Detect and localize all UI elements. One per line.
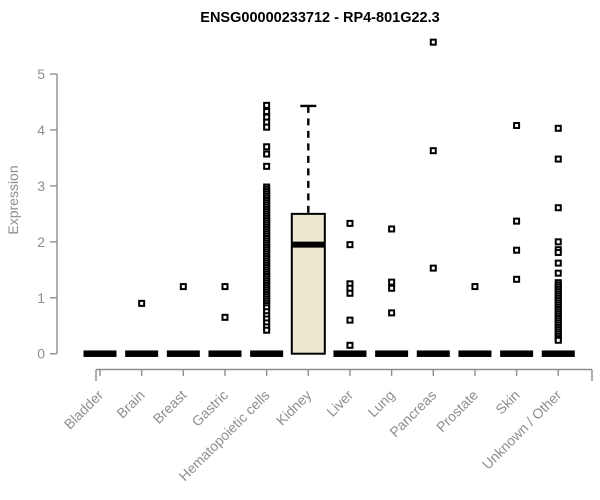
- median-line: [500, 350, 534, 357]
- x-category-label: Bladder: [61, 387, 107, 433]
- data-point: [263, 108, 271, 116]
- median-line: [83, 350, 117, 357]
- x-category-label: Breast: [150, 387, 190, 427]
- x-category-label: Kidney: [273, 387, 315, 429]
- data-point: [263, 150, 271, 158]
- data-point: [388, 278, 396, 286]
- median-line: [166, 350, 200, 357]
- x-category-label: Brain: [113, 387, 147, 421]
- data-point: [429, 264, 437, 272]
- median-line: [458, 350, 492, 357]
- boxplot-marks-group: [83, 38, 575, 357]
- data-point: [554, 204, 562, 212]
- data-point: [346, 341, 354, 349]
- y-tick-label: 1: [37, 290, 45, 306]
- data-point: [429, 38, 437, 46]
- median-line: [375, 350, 409, 357]
- data-point: [554, 269, 562, 277]
- y-tick-label: 5: [37, 66, 45, 82]
- data-point: [513, 122, 521, 130]
- data-point: [221, 313, 229, 321]
- data-point: [263, 143, 271, 151]
- data-point: [513, 217, 521, 225]
- data-point: [554, 238, 562, 246]
- x-category-label: Lung: [364, 387, 397, 420]
- data-point: [263, 162, 271, 170]
- data-point: [388, 284, 396, 292]
- data-point: [388, 225, 396, 233]
- y-axis-title: Expression: [5, 165, 21, 234]
- y-tick-label: 3: [37, 178, 45, 194]
- median-line: [333, 350, 367, 357]
- median-line: [416, 350, 450, 357]
- data-point: [263, 123, 271, 131]
- data-point: [346, 316, 354, 324]
- x-category-label: Liver: [323, 387, 356, 420]
- data-point: [513, 246, 521, 254]
- x-category-label: Unknown / Other: [479, 387, 565, 473]
- y-tick-label: 0: [37, 346, 45, 362]
- median-line: [541, 350, 575, 357]
- data-point: [513, 275, 521, 283]
- data-point: [471, 283, 479, 291]
- data-point: [221, 283, 229, 291]
- data-point: [263, 326, 271, 334]
- x-category-label: Prostate: [433, 387, 481, 435]
- median-line: [125, 350, 159, 357]
- data-point: [179, 283, 187, 291]
- data-point: [554, 124, 562, 132]
- data-point: [429, 147, 437, 155]
- data-point: [388, 309, 396, 317]
- data-point: [554, 155, 562, 163]
- data-point: [554, 336, 562, 344]
- data-point: [138, 299, 146, 307]
- data-point: [346, 289, 354, 297]
- y-tick-label: 2: [37, 234, 45, 250]
- median-line: [208, 350, 242, 357]
- data-point: [346, 241, 354, 249]
- median-line: [250, 350, 284, 357]
- y-tick-label: 4: [37, 122, 45, 138]
- data-point: [554, 259, 562, 267]
- median-line: [291, 241, 325, 248]
- data-point: [346, 219, 354, 227]
- x-category-label: Skin: [492, 387, 523, 418]
- chart-title: ENSG00000233712 - RP4-801G22.3: [200, 10, 439, 26]
- box: [290, 212, 326, 355]
- data-point: [554, 248, 562, 256]
- data-point: [263, 101, 271, 109]
